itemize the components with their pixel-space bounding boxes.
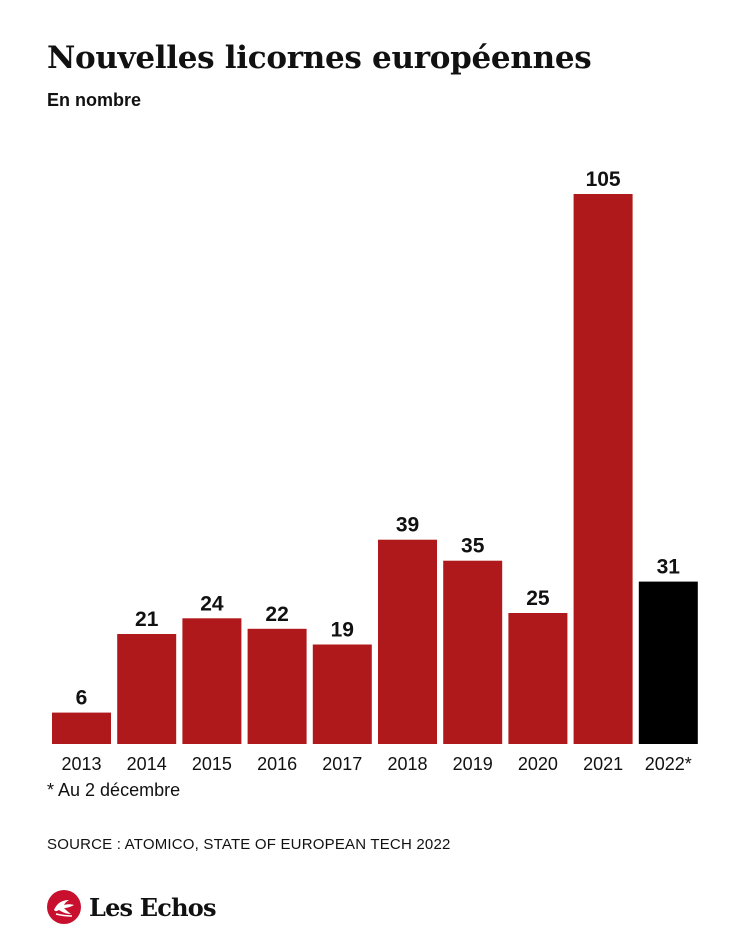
bar-2014	[117, 634, 177, 744]
brand: Les Echos	[47, 888, 216, 926]
bar-2022	[638, 581, 698, 744]
bar-2017	[312, 644, 372, 744]
category-label-2013: 2013	[61, 754, 101, 774]
chart-title: Nouvelles licornes européennes	[47, 40, 592, 76]
brand-name: Les Echos	[89, 892, 216, 922]
bar-2018	[378, 539, 437, 744]
bar-2020	[508, 613, 568, 744]
bar-2015	[182, 618, 242, 744]
bar-2019	[443, 560, 503, 744]
category-label-2018: 2018	[387, 754, 427, 774]
bar-chart: 6 2013 21 2014 24 2015 22 2016 19 2017 39 2018 35 201…	[52, 168, 698, 774]
category-label-2022: 2022*	[645, 754, 692, 774]
category-label-2019: 2019	[453, 754, 493, 774]
bar-2016	[247, 628, 307, 744]
value-label-2013: 6	[76, 687, 88, 710]
value-label-2020: 25	[526, 587, 550, 610]
value-label-2014: 21	[135, 608, 159, 631]
category-label-2021: 2021	[583, 754, 623, 774]
bar-2021	[573, 194, 633, 744]
value-label-2015: 24	[200, 592, 224, 615]
les-echos-logo-icon	[47, 890, 81, 924]
value-label-2017: 19	[331, 619, 354, 642]
category-label-2015: 2015	[192, 754, 232, 774]
value-label-2021: 105	[586, 168, 621, 191]
category-label-2020: 2020	[518, 754, 558, 774]
category-label-2017: 2017	[322, 754, 362, 774]
value-label-2022: 31	[657, 556, 681, 579]
chart-subtitle: En nombre	[47, 90, 142, 110]
bar-2013	[52, 712, 111, 744]
category-label-2016: 2016	[257, 754, 297, 774]
footnote: * Au 2 décembre	[47, 780, 181, 800]
value-label-2018: 39	[396, 514, 419, 537]
value-label-2016: 22	[265, 603, 288, 626]
category-label-2014: 2014	[127, 754, 167, 774]
source-note: SOURCE : ATOMICO, STATE OF EUROPEAN TECH…	[47, 836, 451, 853]
value-label-2019: 35	[461, 535, 485, 558]
